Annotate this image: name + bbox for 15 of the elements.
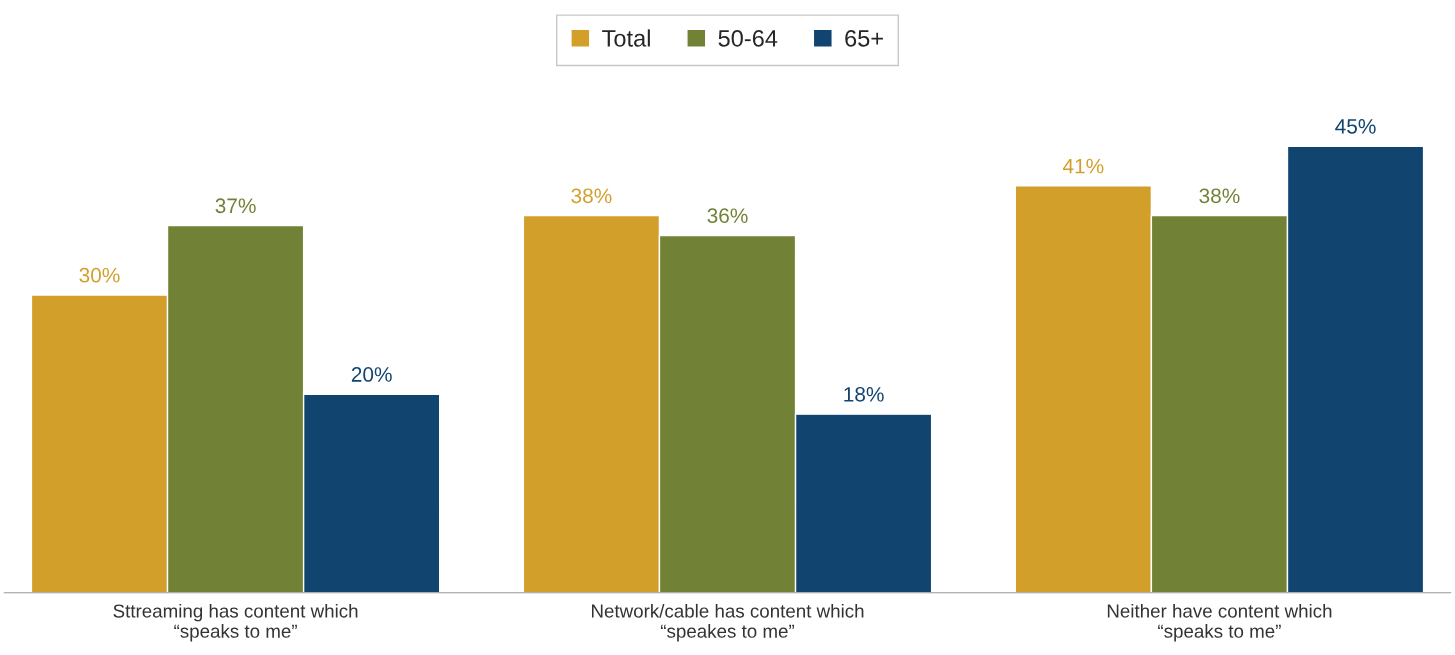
data-label: 45% bbox=[1335, 119, 1376, 134]
data-label: 37% bbox=[215, 198, 256, 214]
data-label: 20% bbox=[351, 367, 392, 382]
data-label: 30% bbox=[79, 267, 120, 283]
data-label: 38% bbox=[1199, 188, 1240, 204]
data-label: 18% bbox=[844, 386, 884, 402]
x-tick-label: Network/cable has content which “speakes to me” bbox=[592, 603, 864, 642]
data-label: 36% bbox=[707, 208, 748, 224]
legend-label: 50-64 bbox=[718, 30, 778, 47]
legend-label: 65+ bbox=[845, 30, 883, 47]
data-label: 41% bbox=[1062, 158, 1104, 174]
legend-label: Total bbox=[602, 29, 650, 47]
x-tick-label: Neither have content which “speaks to me” bbox=[1107, 603, 1332, 642]
data-label: 38% bbox=[571, 188, 612, 204]
x-tick-label: Sttreaming has content which “speaks to me” bbox=[113, 603, 358, 642]
